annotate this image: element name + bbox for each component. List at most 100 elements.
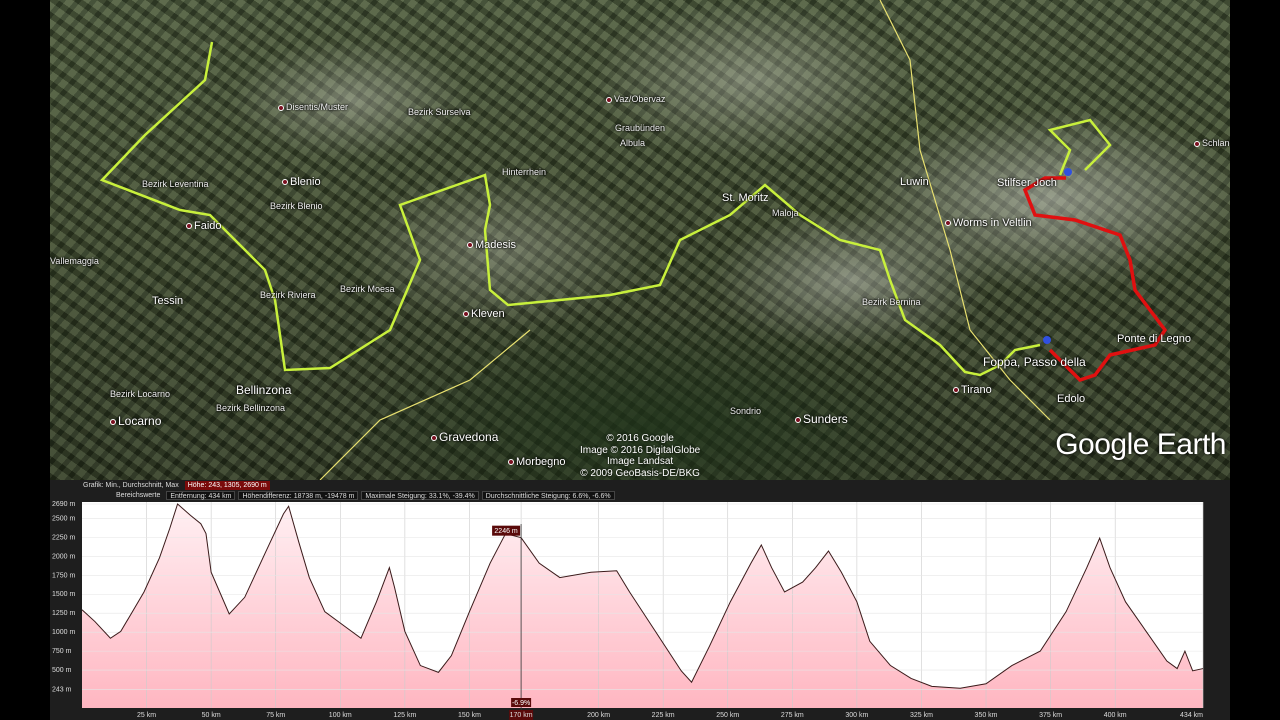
place-label[interactable]: Sondrio — [730, 406, 761, 417]
place-name: St. Moritz — [722, 192, 769, 204]
cursor-elevation: 2246 m — [494, 528, 518, 535]
place-label[interactable]: Blenio — [282, 176, 321, 189]
place-name: Ponte di Legno — [1117, 333, 1192, 345]
place-name: Bezirk Leventina — [142, 179, 209, 189]
place-label[interactable]: Luwin — [900, 176, 929, 189]
place-name: Bellinzona — [236, 383, 292, 397]
y-tick-label: 2690 m — [52, 501, 76, 508]
y-tick-label: 500 m — [52, 667, 72, 674]
x-tick-label: 125 km — [393, 712, 416, 719]
place-label[interactable]: Madesis — [467, 239, 516, 252]
place-name: Hinterrhein — [502, 167, 547, 177]
place-name: Foppa, Passo della — [983, 355, 1086, 369]
cursor-elevation-badge — [492, 525, 521, 536]
place-dot-icon — [463, 311, 469, 318]
place-name: Luwin — [900, 176, 929, 188]
place-name: Gravedona — [439, 430, 499, 444]
placemark-pin[interactable] — [1043, 336, 1051, 344]
place-name: Bezirk Blenio — [270, 201, 323, 211]
copyright-line: Image © 2016 DigitalGlobe — [580, 444, 701, 456]
place-label[interactable]: Bellinzona — [236, 383, 291, 397]
place-label[interactable]: Maloja — [772, 208, 799, 219]
place-label[interactable]: Albula — [620, 138, 645, 149]
place-name: Schlanders — [1202, 138, 1230, 148]
place-label[interactable]: Tessin — [152, 295, 183, 308]
copyright-line: © 2009 GeoBasis-DE/BKG — [580, 467, 700, 479]
place-dot-icon — [795, 416, 801, 423]
graph-label: Grafik: Min., Durchschnitt, Max — [83, 482, 179, 489]
elevation-chart[interactable]: 2690 m 2500 m 2250 m 2000 m 1750 m 1500 m 1250… — [50, 480, 1230, 720]
place-label[interactable]: Locarno — [110, 414, 161, 428]
place-label[interactable]: Hinterrhein — [502, 167, 546, 178]
place-name: Bezirk Bernina — [862, 297, 921, 307]
copyright-line: © 2016 Google — [606, 433, 674, 444]
place-label[interactable]: Graubünden — [615, 123, 665, 134]
x-tick-label: 225 km — [652, 712, 675, 719]
range-label: Bereichswerte — [116, 492, 161, 499]
border-line — [879, 0, 1051, 421]
place-label[interactable]: Vallemaggia — [50, 256, 99, 267]
elevation-profile[interactable]: Grafik: Min., Durchschnitt, Max Höhe: 243… — [50, 480, 1230, 720]
place-label[interactable]: Bezirk Moesa — [340, 284, 395, 295]
placemark-pin[interactable] — [1064, 168, 1072, 176]
place-label[interactable]: Bezirk Riviera — [260, 290, 316, 301]
x-tick-label: 150 km — [458, 712, 481, 719]
place-label[interactable]: Vaz/Obervaz — [606, 94, 665, 105]
x-tick-label: 100 km — [329, 712, 352, 719]
place-dot-icon — [945, 220, 951, 227]
y-tick-label: 750 m — [52, 648, 72, 655]
place-name: Bezirk Surselva — [408, 107, 471, 117]
place-name: Blenio — [290, 176, 321, 188]
place-label[interactable]: Faido — [186, 220, 222, 233]
distance-stat: Entfernung: 434 km — [166, 491, 236, 500]
place-label[interactable]: Tirano — [953, 384, 992, 397]
selected-route — [1022, 176, 1168, 383]
x-tick-label: 300 km — [845, 712, 868, 719]
place-label[interactable]: Schlanders — [1194, 138, 1230, 149]
place-label[interactable]: St. Moritz — [722, 192, 768, 205]
place-label[interactable]: Bezirk Bernina — [862, 297, 921, 308]
place-name: Albula — [620, 138, 646, 148]
place-label[interactable]: Gravedona — [431, 430, 498, 444]
place-name: Kleven — [471, 308, 505, 320]
stats-row-1: Grafik: Min., Durchschnitt, Max Höhe: 243… — [80, 481, 270, 490]
place-name: Maloja — [772, 208, 799, 218]
place-label[interactable]: Bezirk Blenio — [270, 201, 323, 212]
max-slope-stat: Maximale Steigung: 33.1%, -39.4% — [361, 491, 479, 500]
place-label[interactable]: Morbegno — [508, 456, 566, 469]
height-stats: Höhe: 243, 1305, 2690 m — [184, 481, 270, 490]
cursor-slope: -6.9% — [512, 700, 530, 707]
x-tick-label: 275 km — [781, 712, 804, 719]
y-tick-label: 2250 m — [52, 534, 76, 541]
place-label[interactable]: Foppa, Passo della — [983, 355, 1086, 369]
place-dot-icon — [431, 434, 437, 441]
place-dot-icon — [1194, 140, 1200, 147]
place-name: Sunders — [803, 412, 848, 426]
place-label[interactable]: Bezirk Bellinzona — [216, 403, 285, 414]
place-dot-icon — [110, 418, 116, 425]
y-tick-label: 243 m — [52, 687, 72, 694]
place-label[interactable]: Bezirk Locarno — [110, 389, 170, 400]
place-name: Edolo — [1057, 393, 1086, 405]
place-label[interactable]: Stilfser Joch — [997, 177, 1057, 190]
place-label[interactable]: Worms in Veltlin — [945, 217, 1032, 230]
place-label[interactable]: Bezirk Leventina — [142, 179, 209, 190]
place-name: Bezirk Locarno — [110, 389, 171, 399]
place-label[interactable]: Bezirk Surselva — [408, 107, 471, 118]
place-name: Madesis — [475, 239, 516, 251]
map-view[interactable]: Disentis/Muster Bezirk Surselva Vaz/Oberva… — [50, 0, 1230, 480]
place-label[interactable]: Edolo — [1057, 393, 1085, 406]
place-name: Vaz/Obervaz — [614, 94, 666, 104]
place-dot-icon — [278, 104, 284, 111]
place-label[interactable]: Ponte di Legno — [1117, 333, 1191, 346]
y-tick-label: 2000 m — [52, 553, 76, 560]
x-tick-label: 325 km — [910, 712, 933, 719]
place-name: Disentis/Muster — [286, 102, 349, 112]
copyright-line: Image Landsat — [607, 456, 674, 467]
place-label[interactable]: Disentis/Muster — [278, 102, 348, 113]
imagery-copyright: © 2016 Google Image © 2016 DigitalGlobe … — [580, 433, 700, 479]
place-label[interactable]: Kleven — [463, 308, 505, 321]
place-dot-icon — [186, 223, 192, 230]
stats-row-2: Bereichswerte Entfernung: 434 km Höhendi… — [113, 491, 615, 500]
place-label[interactable]: Sunders — [795, 412, 848, 426]
